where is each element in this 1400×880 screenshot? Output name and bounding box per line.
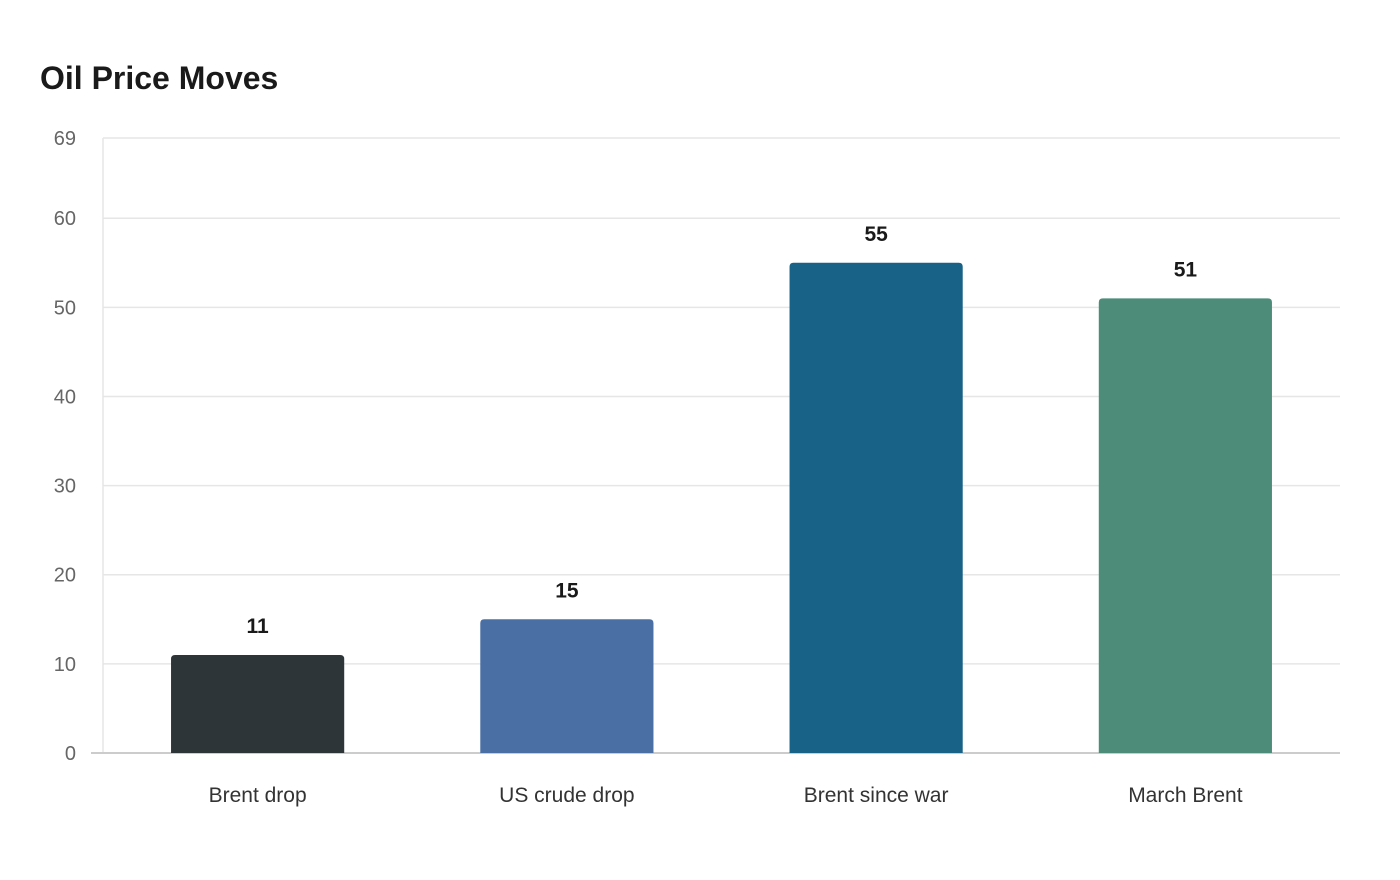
y-tick-label: 0 [65, 743, 76, 765]
y-tick-label: 10 [54, 654, 76, 676]
y-tick-label: 20 [54, 565, 76, 587]
category-label: March Brent [1128, 784, 1243, 807]
y-tick-label: 69 [54, 128, 76, 150]
bar-value-label: 55 [864, 223, 888, 246]
bar-value-label: 51 [1174, 258, 1198, 281]
bar-brent-drop [171, 654, 345, 753]
x-axis-categories: Brent drop US crude drop Brent since war Ma… [209, 784, 1243, 807]
y-tick-label: 40 [54, 386, 76, 408]
y-tick-label: 50 [54, 297, 76, 319]
bar-value-label: 11 [247, 615, 270, 638]
y-axis-ticks: 0 10 20 30 40 50 60 69 [54, 128, 76, 765]
category-label: US crude drop [499, 784, 634, 807]
bars [171, 262, 1272, 753]
category-label: Brent since war [804, 784, 949, 807]
bar-brent-since-war [789, 262, 963, 753]
category-label: Brent drop [209, 784, 307, 807]
y-tick-label: 60 [54, 208, 76, 230]
bar-march-brent [1098, 298, 1272, 753]
bar-us-crude-drop [480, 619, 654, 753]
value-labels: 11 15 55 51 [247, 223, 1198, 638]
chart-title: Oil Price Moves [40, 60, 279, 96]
bar-value-label: 15 [555, 579, 579, 602]
y-tick-label: 30 [54, 476, 76, 498]
